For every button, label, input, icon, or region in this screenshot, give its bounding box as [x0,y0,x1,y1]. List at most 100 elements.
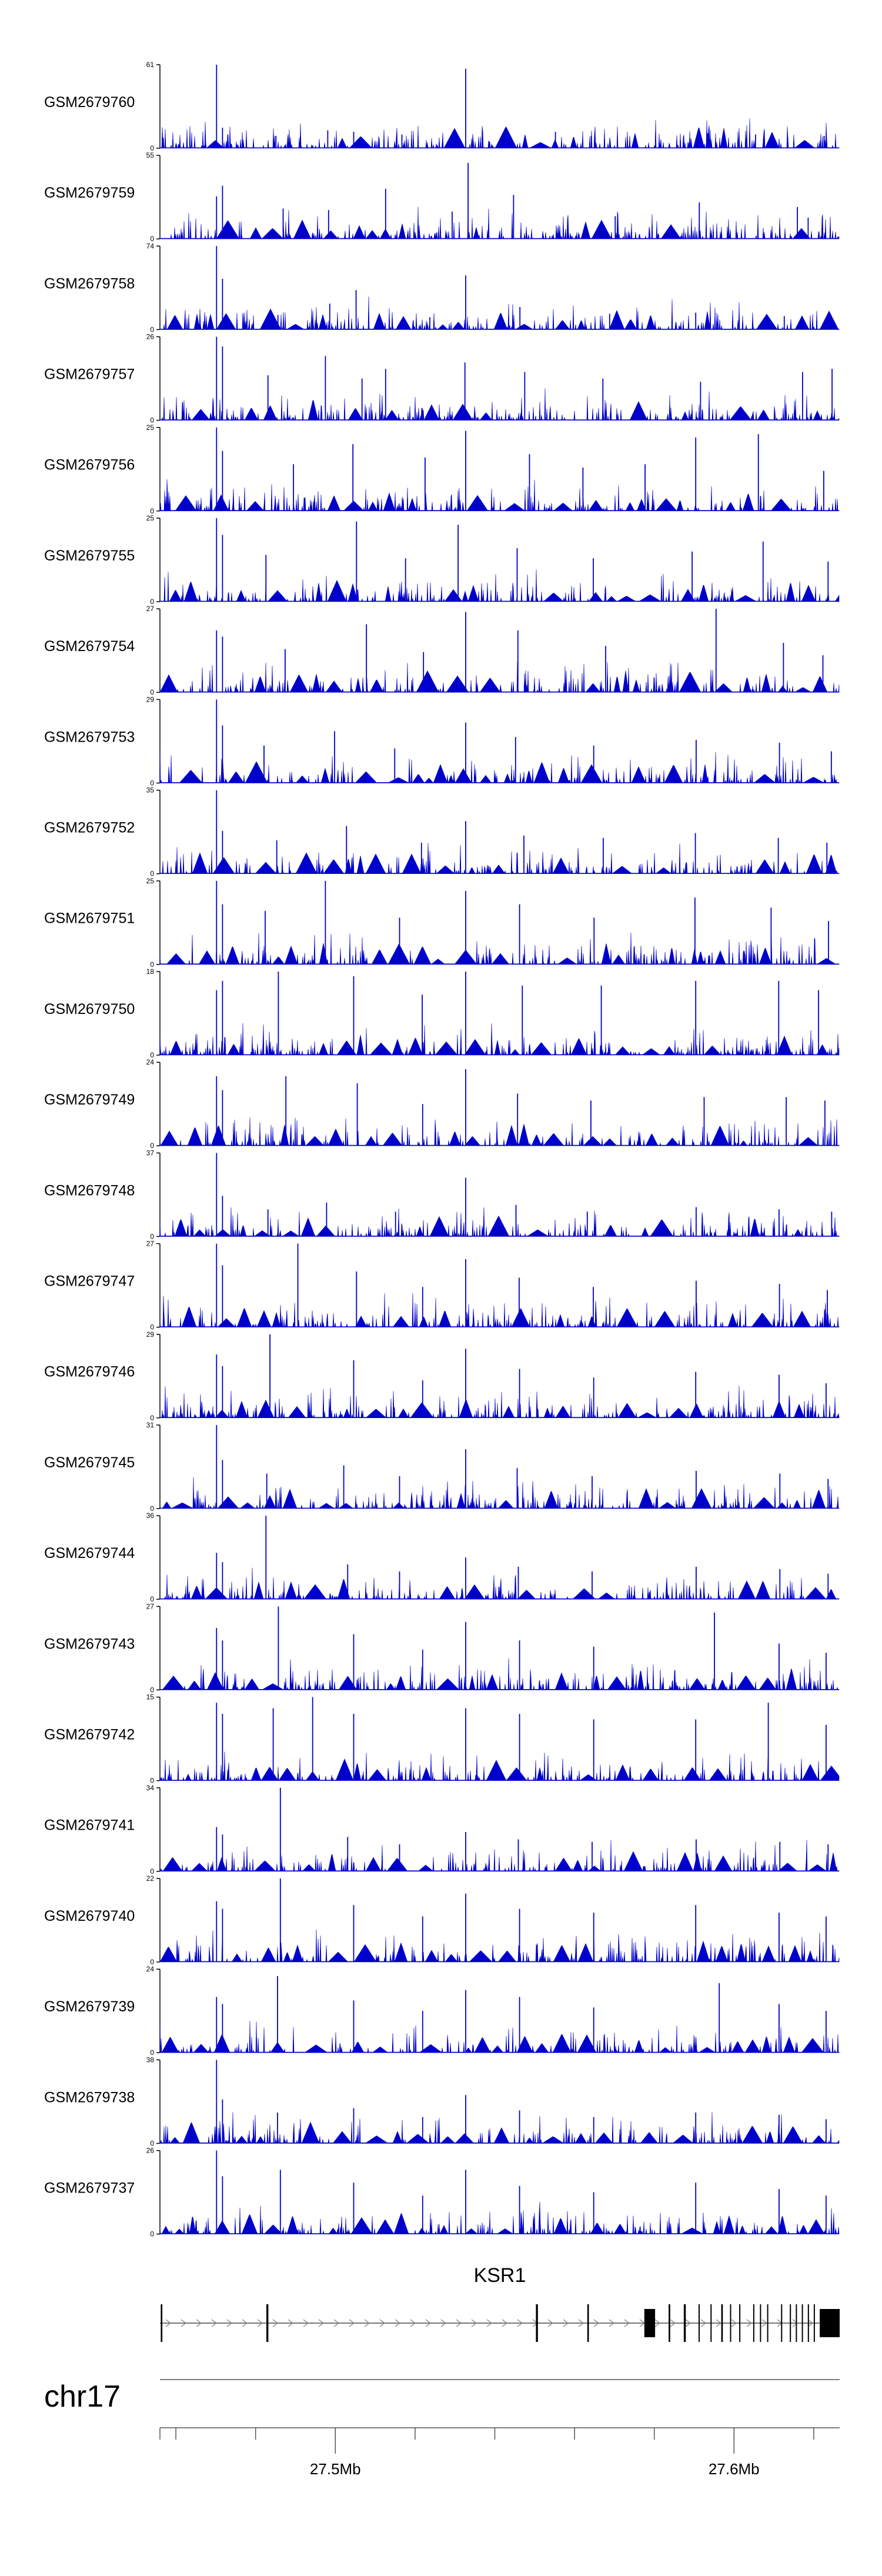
y-zero-label: 0 [150,598,154,606]
signal-peak [777,837,779,874]
signal-peak [465,1832,466,1871]
signal-peak [429,317,430,330]
signal-peak [277,1976,278,2053]
signal-peak [343,1465,345,1509]
signal-peak [824,1100,826,1146]
y-zero-label: 0 [150,688,154,696]
y-max-label: 55 [146,151,155,159]
strand-chevron [502,2319,508,2327]
signal-peak [826,1383,827,1418]
strand-chevron [609,2319,615,2327]
signal-peak [757,434,759,511]
signal-peak [614,216,616,239]
signal-peak [755,134,756,148]
signal-peak [779,1284,780,1327]
signal-peak [216,2150,218,2234]
signal-peak [464,362,466,421]
signal-peak [519,1640,520,1690]
signal-peak [592,1571,593,1600]
signal-peak [715,609,717,693]
track-GSM2679751: GSM2679751 25 0 [44,877,840,969]
signal-peak [779,1209,780,1237]
signal-peak [285,1076,287,1146]
signal-peak [353,1360,355,1418]
y-zero-label: 0 [150,960,154,969]
signal-peak [216,196,218,239]
gene-exon [699,2304,700,2342]
signal-peak [327,130,329,148]
signal-peak [222,1908,223,1962]
signal-peak [826,2119,827,2144]
signal-peak [695,312,697,330]
signal-peak [529,454,530,511]
signal-area [159,118,840,149]
signal-peak [703,1097,705,1146]
signal-area [159,2112,840,2144]
y-max-label: 29 [146,695,155,703]
signal-peak [465,69,466,148]
strand-chevron [731,2319,737,2327]
signal-peak [366,624,368,693]
gene-name-label: KSR1 [474,2264,526,2287]
y-max-label: 25 [146,877,155,885]
track-label: GSM2679744 [44,1545,135,1561]
axis-tick-label: 27.5Mb [310,2460,361,2478]
strand-chevron [364,2319,370,2327]
strand-chevron [456,2319,462,2327]
signal-peak [524,372,526,421]
signal-area [159,1477,840,1509]
signal-peak [399,1476,400,1509]
signal-area [159,661,840,693]
signal-peak [279,1787,281,1871]
strand-chevron [425,2319,432,2327]
signal-area [159,479,840,512]
track-label: GSM2679758 [44,275,135,292]
signal-peak [353,1714,355,1781]
y-max-label: 35 [146,786,155,795]
signal-area [159,932,840,965]
signal-peak [779,1569,781,1600]
signal-peak [554,132,556,148]
signal-peak [297,1243,299,1327]
signal-peak [696,740,697,783]
strand-chevron [440,2319,447,2327]
track-GSM2679745: GSM2679745 31 0 [44,1421,840,1513]
signal-peak [694,897,696,965]
signal-peak [465,1259,466,1327]
signal-peak [267,1209,269,1237]
signal-peak [422,2117,423,2144]
signal-peak [452,211,453,239]
gene-exon [730,2304,731,2342]
signal-area [159,1840,840,1872]
gene-exon [644,2309,656,2337]
signal-peak [593,1377,594,1418]
gene-exon [710,2304,712,2342]
signal-peak [353,2000,355,2053]
signal-peak [779,2004,780,2053]
signal-peak [519,1277,520,1327]
signal-peak [325,356,326,421]
track-label: GSM2679737 [44,2180,135,2197]
gene-exon [536,2304,538,2342]
y-max-label: 25 [146,423,155,432]
y-max-label: 31 [146,1421,155,1429]
signal-peak [276,840,278,874]
signal-peak [516,548,518,602]
signal-peak [691,551,693,602]
signal-peak [831,369,833,421]
signal-peak [328,210,329,239]
signal-peak [828,921,829,965]
signal-peak [826,1724,827,1781]
signal-peak [695,437,697,511]
y-zero-label: 0 [150,1958,154,1966]
signal-peak [827,1290,828,1327]
gene-exon [790,2304,791,2342]
signal-peak [222,128,223,148]
track-label: GSM2679757 [44,366,135,383]
signal-area [159,2201,840,2234]
gene-exon [781,2304,783,2342]
signal-peak [695,1719,697,1781]
track-label: GSM2679753 [44,729,135,745]
signal-peak [216,699,218,783]
signal-peak [222,1460,223,1509]
